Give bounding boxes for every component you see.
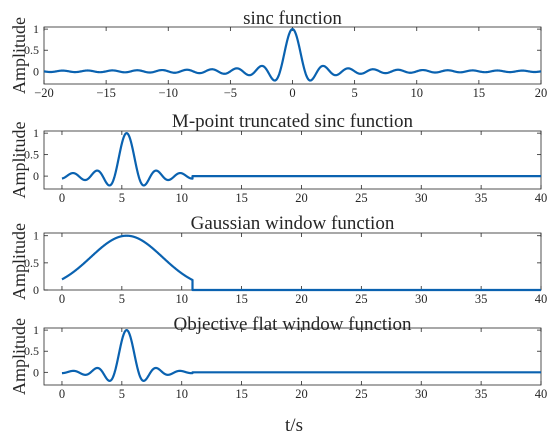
y-tick-label: 0.5 <box>24 256 39 270</box>
subplot-title: M-point truncated sinc function <box>172 111 414 132</box>
axes-box <box>43 232 542 291</box>
x-tick-label: 35 <box>475 387 488 401</box>
x-tick-label: 5 <box>119 191 125 205</box>
x-tick-label: 40 <box>535 292 548 306</box>
x-tick-label: −15 <box>96 86 116 100</box>
y-tick-label: 1 <box>33 22 39 36</box>
y-tick-label: 1 <box>33 323 39 337</box>
x-tick-label: −10 <box>158 86 178 100</box>
x-tick-label: 20 <box>295 292 308 306</box>
y-tick-label: 1 <box>33 126 39 140</box>
x-tick-label: 5 <box>119 387 125 401</box>
x-axis-label: t/s <box>285 415 303 436</box>
x-tick-label: 10 <box>175 387 188 401</box>
x-tick-label: 10 <box>411 86 424 100</box>
x-tick-label: 0 <box>59 387 65 401</box>
series-line <box>43 28 542 82</box>
y-tick-label: 1 <box>33 229 39 243</box>
x-tick-label: 25 <box>355 292 368 306</box>
x-tick-label: 10 <box>175 191 188 205</box>
x-tick-label: 20 <box>295 191 308 205</box>
series-line <box>61 329 541 382</box>
x-tick-label: 30 <box>415 292 428 306</box>
x-tick-label: 15 <box>235 191 248 205</box>
x-tick-label: 15 <box>235 387 248 401</box>
axes-box <box>43 130 542 190</box>
x-tick-label: 10 <box>175 292 188 306</box>
x-tick-label: 15 <box>473 86 486 100</box>
x-tick-label: 40 <box>535 191 548 205</box>
x-tick-label: 25 <box>355 191 368 205</box>
x-tick-label: −20 <box>34 86 54 100</box>
subplot-2: M-point truncated sinc function Amplitude… <box>9 111 547 205</box>
x-tick-label: −5 <box>224 86 237 100</box>
x-tick-label: 5 <box>352 86 358 100</box>
y-tick-label: 0 <box>33 283 39 297</box>
y-axis-label: Amplitude <box>9 223 29 300</box>
x-tick-label: 5 <box>119 292 125 306</box>
x-tick-label: 20 <box>295 387 308 401</box>
y-axis-label: Amplitude <box>9 17 29 94</box>
x-tick-label: 0 <box>59 191 65 205</box>
y-tick-label: 0.5 <box>24 148 39 162</box>
x-tick-label: 30 <box>415 387 428 401</box>
x-tick-label: 40 <box>535 387 548 401</box>
x-tick-label: 20 <box>535 86 548 100</box>
y-tick-label: 0 <box>33 365 39 379</box>
subplot-title: Gaussian window function <box>191 213 395 234</box>
axes-box <box>43 26 542 85</box>
y-axis-label: Amplitude <box>9 121 29 198</box>
x-tick-label: 25 <box>355 387 368 401</box>
x-tick-label: 35 <box>475 191 488 205</box>
x-tick-label: 0 <box>59 292 65 306</box>
subplot-title: Objective flat window function <box>174 314 412 335</box>
y-axis-label: Amplitude <box>9 318 29 395</box>
y-tick-label: 0 <box>33 64 39 78</box>
y-tick-label: 0 <box>33 169 39 183</box>
x-tick-label: 15 <box>235 292 248 306</box>
axes-box <box>43 327 542 386</box>
x-tick-label: 0 <box>289 86 295 100</box>
series-line <box>61 132 541 187</box>
y-tick-label: 0.5 <box>24 43 39 57</box>
subplot-title: sinc function <box>243 8 342 29</box>
series-line <box>61 234 541 292</box>
y-tick-label: 0.5 <box>24 344 39 358</box>
x-tick-label: 30 <box>415 191 428 205</box>
x-tick-label: 35 <box>475 292 488 306</box>
